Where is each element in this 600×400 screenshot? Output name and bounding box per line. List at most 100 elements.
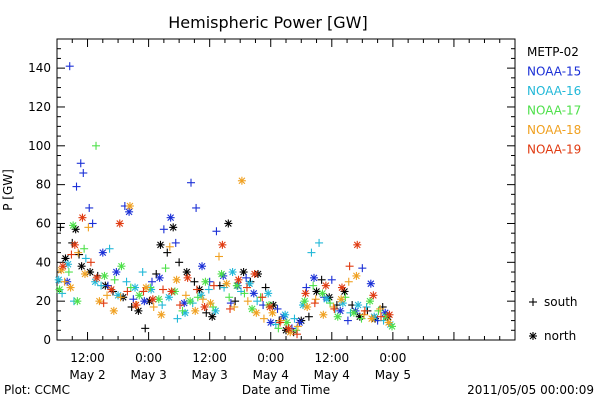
noaa-17-point-north (349, 308, 358, 317)
legend: METP-02 NOAA-15 NOAA-16 NOAA-17 NOAA-18 NOAA-… (527, 45, 581, 157)
noaa-18-point-south (214, 252, 223, 261)
noaa-17-point-south (92, 141, 101, 150)
noaa-15-point-south (79, 168, 88, 177)
noaa-19-point-south (310, 299, 319, 308)
noaa-19-point-south (159, 285, 168, 294)
x-tick-date-1: May 3 (130, 368, 166, 382)
noaa-15-point-north (140, 297, 149, 306)
noaa-16-point-south (315, 238, 324, 247)
noaa-17-point-south (80, 244, 89, 253)
noaa-19-point-north (148, 295, 157, 304)
x-tick-time-0: 12:00 (70, 351, 105, 365)
noaa-19-point-north (92, 273, 101, 282)
noaa-15-point-north (166, 213, 175, 222)
metp-02-point-south (231, 297, 240, 306)
noaa-17-point-north (333, 312, 342, 321)
metp-02-point-north (355, 312, 364, 321)
noaa-15-point-south (302, 283, 311, 292)
noaa-19-point-south (192, 285, 201, 294)
metp-02-point-north (169, 223, 178, 232)
metp-02-point-north (145, 297, 154, 306)
noaa-18-point-south (198, 295, 207, 304)
noaa-17-point-south (309, 281, 318, 290)
legend-entry-noaa-17: NOAA-17 (527, 104, 581, 118)
noaa-18-point-north (157, 310, 166, 319)
noaa-18-point-north (367, 314, 376, 323)
noaa-15-point-north (309, 273, 318, 282)
metp-02-point-north (312, 287, 321, 296)
noaa-19-point-south (67, 250, 76, 259)
noaa-18-point-south (293, 322, 302, 331)
noaa-18-point-south (165, 242, 174, 251)
noaa-18-point-north (384, 318, 393, 327)
noaa-17-point-north (69, 221, 78, 230)
noaa-15-point-north (112, 268, 121, 277)
noaa-15-point-south (343, 316, 352, 325)
noaa-16-point-south (362, 302, 371, 311)
x-tick-date-0: May 2 (69, 368, 105, 382)
noaa-15-point-north (366, 279, 375, 288)
y-tick-label-7: 140 (28, 61, 51, 75)
noaa-19-point-north (115, 219, 124, 228)
noaa-15-point-south (76, 159, 85, 168)
noaa-17-point-north (100, 271, 109, 280)
noaa-15-point-south (358, 264, 367, 273)
axes: 0 20 40 60 80 100 120 140 12:00 May 2 0:00 May 3 12:… (28, 39, 516, 382)
noaa-16-point-south (81, 254, 90, 263)
noaa-17-point-south (161, 264, 170, 273)
noaa-16-point-south (105, 244, 114, 253)
x-tick-date-4: May 4 (314, 368, 350, 382)
noaa-16-point-south (204, 285, 213, 294)
noaa-17-point-north (135, 291, 144, 300)
noaa-15-point-south (103, 281, 112, 290)
noaa-17-point-south (126, 283, 135, 292)
y-tick-label-0: 0 (43, 333, 51, 347)
metp-02-point-north (224, 219, 233, 228)
noaa-17-point-north (55, 285, 64, 294)
noaa-16-point-south (237, 287, 246, 296)
noaa-19-point-north (353, 240, 362, 249)
noaa-19-point-north (301, 289, 310, 298)
noaa-19-point-north (78, 213, 87, 222)
noaa-18-point-north (172, 275, 181, 284)
x-tick-time-2: 12:00 (192, 351, 227, 365)
noaa-18-point-north (95, 297, 104, 306)
noaa-17-point-south (326, 299, 335, 308)
noaa-16-point-south (173, 314, 182, 323)
x-tick-time-5: 0:00 (379, 351, 406, 365)
noaa-18-point-south (84, 223, 93, 232)
metp-02-point-south (56, 223, 65, 232)
legend-entry-noaa-18: NOAA-18 (527, 123, 581, 137)
marker-legend-label-north: north (544, 329, 576, 343)
noaa-18-point-south (230, 302, 239, 311)
noaa-15-point-south (242, 273, 251, 282)
noaa-15-point-north (125, 207, 134, 216)
marker-legend: south north (529, 295, 578, 343)
x-axis-label: Date and Time (242, 383, 330, 397)
x-tick-date-3: May 4 (253, 368, 289, 382)
noaa-18-point-north (237, 176, 246, 185)
y-tick-label-4: 80 (36, 178, 51, 192)
noaa-18-point-south (376, 304, 385, 313)
noaa-18-point-south (259, 314, 268, 323)
noaa-19-point-south (276, 318, 285, 327)
noaa-16-point-north (281, 310, 290, 319)
noaa-19-point-north (70, 240, 79, 249)
noaa-18-point-north (66, 283, 75, 292)
noaa-16-point-north (197, 291, 206, 300)
noaa-16-point-north (322, 295, 331, 304)
noaa-19-point-south (139, 287, 148, 296)
noaa-19-point-north (250, 269, 259, 278)
noaa-17-point-north (232, 281, 241, 290)
noaa-19-point-north (265, 302, 274, 311)
noaa-16-point-south (138, 268, 147, 277)
legend-entry-metp-02: METP-02 (527, 45, 579, 59)
y-axis-label: P [GW] (1, 169, 15, 211)
noaa-17-point-north (365, 297, 374, 306)
noaa-18-point-south (311, 295, 320, 304)
noaa-16-point-south (307, 248, 316, 257)
noaa-19-point-south (376, 312, 385, 321)
noaa-15-point-north (155, 273, 164, 282)
noaa-18-point-south (181, 291, 190, 300)
metp-02-point-north (77, 262, 86, 271)
